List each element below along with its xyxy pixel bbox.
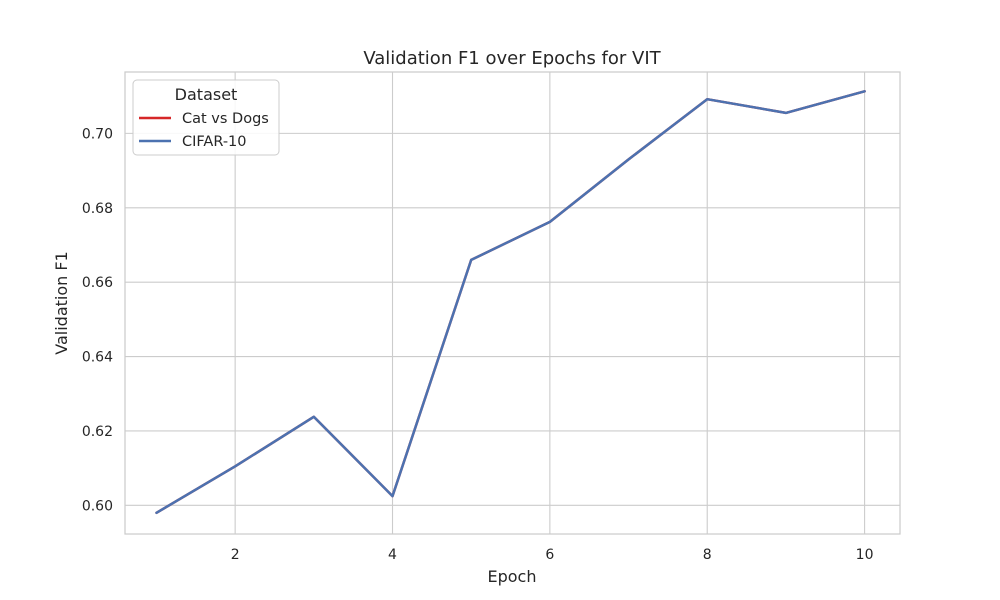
legend-box xyxy=(132,79,280,156)
plot-frame xyxy=(124,71,901,535)
x-tick-label: 10 xyxy=(856,547,874,563)
series-line-cifar-10 xyxy=(155,90,866,515)
x-tick-label: 6 xyxy=(545,547,554,563)
legend: Dataset Cat vs Dogs CIFAR-10 xyxy=(132,79,280,156)
y-tick-label: 0.70 xyxy=(82,126,113,142)
legend-label-cat-vs-dogs: Cat vs Dogs xyxy=(182,111,269,127)
y-tick-label: 0.62 xyxy=(82,424,113,440)
grid xyxy=(125,72,900,534)
x-tick-label: 2 xyxy=(231,547,240,563)
x-tick-label: 4 xyxy=(388,547,397,563)
y-tick-label: 0.68 xyxy=(82,201,113,217)
y-tick-label: 0.66 xyxy=(82,275,113,291)
y-axis-label: Validation F1 xyxy=(52,251,71,354)
legend-title: Dataset xyxy=(175,85,238,104)
x-axis-label: Epoch xyxy=(488,567,537,586)
legend-label-cifar-10: CIFAR-10 xyxy=(182,134,247,150)
y-tick-label: 0.60 xyxy=(82,498,113,514)
chart-title: Validation F1 over Epochs for VIT xyxy=(363,48,661,69)
series-layer xyxy=(155,90,866,515)
x-tick-label: 8 xyxy=(703,547,712,563)
y-tick-label: 0.64 xyxy=(82,350,113,366)
tick-labels: 2 4 6 8 10 0.60 0.62 0.64 0.66 0.68 0.70 xyxy=(82,126,874,563)
